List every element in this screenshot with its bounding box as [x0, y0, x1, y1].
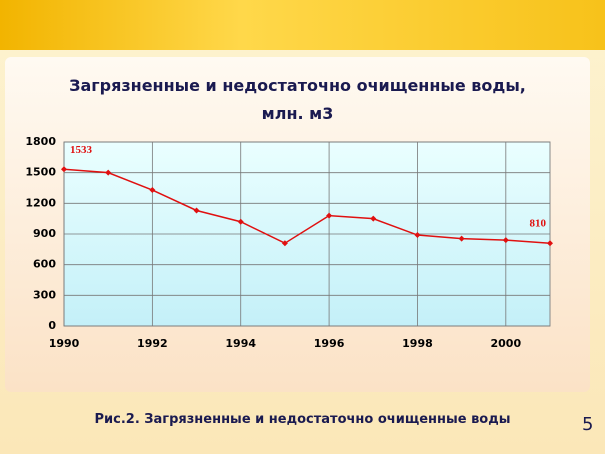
chart-title: Загрязненные и недостаточно очищенные во…	[69, 76, 526, 123]
marker	[502, 237, 509, 244]
y-tick-label: 1200	[25, 196, 56, 209]
page-number: 5	[582, 414, 594, 435]
x-tick-label: 1994	[225, 337, 256, 350]
marker	[281, 240, 288, 247]
marker	[414, 232, 421, 239]
line	[63, 168, 551, 245]
x-tick-label: 2000	[491, 337, 522, 350]
y-tick-label: 0	[48, 319, 56, 332]
header-bar	[0, 0, 605, 50]
y-tick-label: 1800	[25, 135, 56, 148]
marker	[149, 187, 156, 194]
marker	[237, 218, 244, 225]
marker	[370, 215, 377, 222]
caption: Рис.2. Загрязненные и недостаточно очище…	[94, 412, 511, 427]
marker	[547, 240, 553, 247]
y-tick-label: 300	[33, 288, 56, 301]
x-tick-label: 1992	[137, 337, 168, 350]
marker	[105, 169, 112, 176]
y-tick-label: 600	[33, 258, 56, 271]
x-tick-label: 1996	[314, 337, 345, 350]
y-tick-label: 900	[33, 227, 56, 240]
x-tick-label: 1998	[402, 337, 433, 350]
value-label: 1533	[70, 144, 93, 156]
value-label: 810	[530, 218, 547, 230]
y-tick-label: 1500	[25, 166, 56, 179]
marker	[193, 207, 200, 214]
x-tick-label: 1990	[49, 337, 80, 350]
marker	[326, 212, 333, 219]
marker	[458, 235, 465, 242]
marker	[61, 166, 67, 173]
